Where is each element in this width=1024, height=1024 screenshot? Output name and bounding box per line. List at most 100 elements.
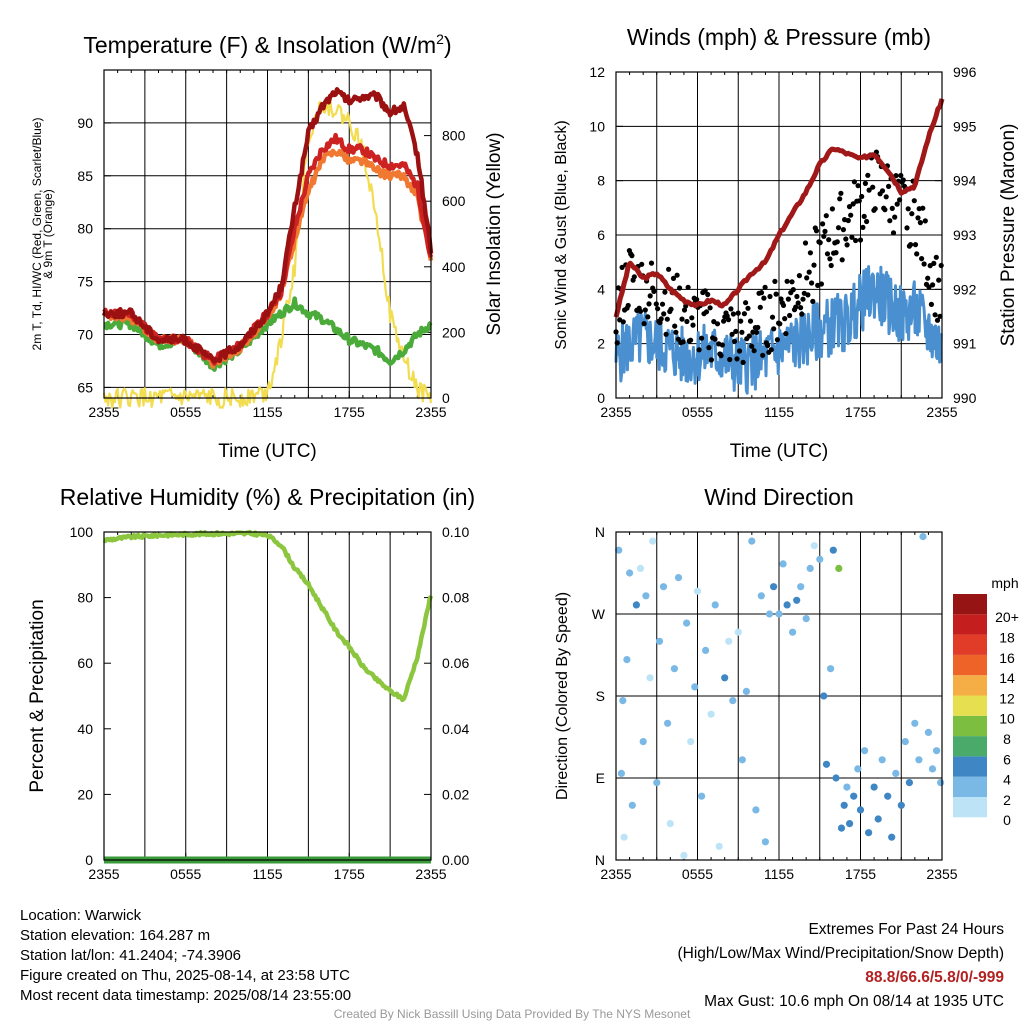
gust-point [741,311,748,317]
gust-point [917,220,924,226]
speed-legend: mph 0 2 4 6 8 10 12 14 16 18 20+ [953,575,1019,828]
gust-point [828,262,834,269]
gust-point [683,303,689,309]
y-tick-label-left: 0 [85,852,93,868]
legend-swatch [953,736,987,757]
gust-point [821,233,827,239]
wind-direction-point [861,747,869,755]
gust-point [837,196,843,202]
gust-point [900,177,906,183]
gust-point [673,329,679,335]
y-tick-label-left: 65 [77,379,93,395]
y-tick-label-right: 0.04 [442,721,469,737]
gust-point [932,312,938,318]
series-line-relative-humidity [102,529,434,703]
wind-direction-point [775,610,783,618]
gust-point [625,302,631,309]
plot-frame [103,69,432,399]
legend-title: mph [991,575,1018,591]
gust-point [809,280,815,286]
gust-point [708,357,715,363]
wind-direction-point [752,806,760,814]
gust-point [730,311,737,317]
wind-direction-point [840,801,848,809]
plot-frame [103,531,432,861]
gust-point [785,296,792,302]
gust-point [865,172,871,178]
y-tick-label-left: 75 [77,274,93,290]
y-tick-label-left: 80 [77,590,93,606]
gust-point [679,316,685,322]
legend-swatch [953,715,987,737]
y-axis-label-left: Percent & Precipitation [27,599,48,792]
wind-direction-point [639,738,647,746]
gust-point [651,288,657,294]
wind-direction-point [646,674,654,682]
gust-point [898,172,904,179]
gust-point [703,309,710,315]
y-tick-label-right: 200 [442,324,466,340]
gust-point [637,308,644,314]
x-tick-label: 2355 [88,866,119,882]
gust-point [799,311,805,317]
x-tick-label: 1155 [764,404,794,420]
wind-direction-point [837,824,846,832]
gust-point [928,301,935,307]
wind-direction-point [729,697,737,705]
y-tick-label-left: 60 [77,655,93,671]
gust-point [915,215,921,221]
legend-label: 18 [999,629,1015,645]
gust-point [768,347,774,353]
gust-point [760,352,766,358]
y-tick-label-left: N [595,524,605,540]
wind-direction-point [659,583,668,591]
y-tick-label-right: 0.02 [442,786,469,802]
gust-point [894,201,900,207]
gust-point [705,291,711,298]
wind-direction-point [856,806,865,814]
gust-point [802,240,809,246]
gust-point [845,217,851,224]
gust-point [822,228,828,234]
gust-point [761,295,767,301]
wind-direction-point [835,564,843,573]
extremes-subtitle: (High/Low/Max Wind/Precipitation/Snow De… [677,945,1005,962]
wind-direction-point [850,792,858,800]
gust-point [838,190,844,196]
gust-point [771,326,777,332]
gust-point [689,315,695,321]
gust-point [833,250,839,256]
y-tick-label-right: 0.08 [442,590,469,606]
y-tick-label-left: 70 [77,327,93,343]
chart-title: Temperature (F) & Insolation (W/m2) [83,31,451,58]
x-tick-label: 2355 [926,404,957,420]
wind-direction-point [698,792,706,800]
gust-point [780,302,787,308]
gust-point [721,318,727,324]
gust-point [860,224,866,230]
x-tick-label: 1755 [845,404,876,420]
gust-point [930,282,936,288]
gust-point [629,253,635,259]
legend-swatch [953,756,987,777]
gust-point [840,227,847,233]
gust-point [931,260,937,266]
x-tick-label: 2355 [600,866,631,882]
gust-point [690,322,696,328]
gust-point [911,198,917,204]
gust-point [719,342,726,348]
wind-direction-point [687,738,695,746]
y-tick-label-left: N [595,852,605,868]
y-tick-label-left: 6 [597,227,605,243]
gust-point [747,318,754,324]
gust-point [774,337,781,343]
y-tick-label-left: 2 [597,336,605,352]
gust-point [813,228,820,234]
x-tick-label: 1755 [334,866,365,882]
gust-point [856,198,862,204]
wind-direction-point [793,596,801,604]
gust-point [886,183,892,189]
legend-swatch [953,695,987,716]
wind-direction-point [691,683,699,691]
